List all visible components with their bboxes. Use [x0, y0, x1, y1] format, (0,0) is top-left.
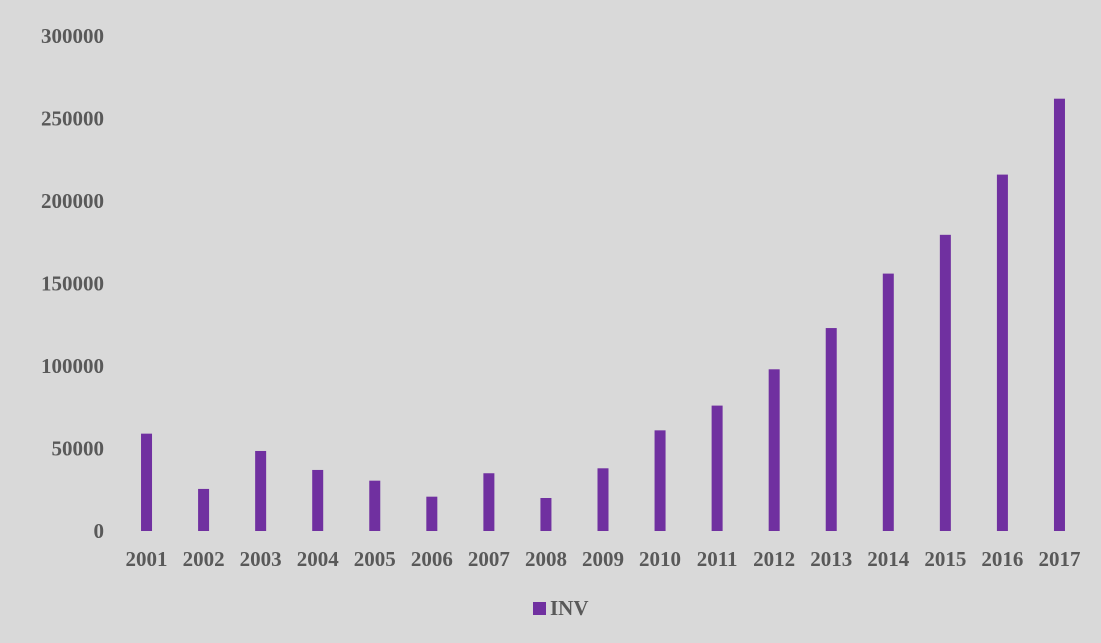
- x-tick-label: 2001: [126, 547, 168, 571]
- bar-2002: [198, 488, 210, 531]
- bar-2010: [654, 430, 666, 531]
- bar-2016: [996, 174, 1008, 531]
- bar-2011: [711, 405, 723, 531]
- x-tick-label: 2002: [183, 547, 225, 571]
- y-axis-ticks: 0 50000 100000 150000 200000 250000 300000: [41, 24, 104, 543]
- x-tick-label: 2012: [753, 547, 795, 571]
- x-tick-label: 2006: [411, 547, 453, 571]
- bar-2001: [141, 433, 153, 531]
- bar-2003: [255, 450, 267, 531]
- y-tick-label: 300000: [41, 24, 104, 48]
- x-tick-label: 2007: [468, 547, 510, 571]
- bar-2007: [483, 473, 495, 531]
- y-tick-label: 200000: [41, 189, 104, 213]
- x-tick-label: 2008: [525, 547, 567, 571]
- bar-2008: [540, 498, 552, 531]
- legend: INV: [533, 596, 589, 620]
- bar-2006: [426, 496, 438, 531]
- bar-2015: [939, 234, 951, 531]
- y-tick-label: 250000: [41, 107, 104, 131]
- x-tick-label: 2011: [697, 547, 738, 571]
- y-tick-label: 50000: [52, 437, 105, 461]
- bar-2014: [882, 273, 894, 531]
- y-tick-label: 100000: [41, 354, 104, 378]
- x-tick-label: 2004: [297, 547, 340, 571]
- bar-2009: [597, 468, 609, 531]
- legend-swatch: [533, 602, 546, 615]
- bars: [141, 98, 1065, 531]
- bar-2005: [369, 480, 381, 531]
- x-tick-label: 2016: [981, 547, 1023, 571]
- x-axis-ticks: 2001 2002 2003 2004 2005 2006 2007 2008 2009 2010…: [126, 547, 1081, 571]
- x-tick-label: 2005: [354, 547, 396, 571]
- legend-label-inv: INV: [550, 596, 589, 620]
- x-tick-label: 2017: [1038, 547, 1080, 571]
- x-tick-label: 2014: [867, 547, 910, 571]
- x-tick-label: 2003: [240, 547, 282, 571]
- x-tick-label: 2015: [924, 547, 966, 571]
- x-tick-label: 2009: [582, 547, 624, 571]
- x-tick-label: 2010: [639, 547, 681, 571]
- bar-2012: [768, 369, 780, 531]
- bar-2013: [825, 328, 837, 531]
- x-tick-label: 2013: [810, 547, 852, 571]
- bar-2004: [312, 469, 324, 531]
- y-tick-label: 0: [94, 519, 105, 543]
- bar-2017: [1053, 98, 1065, 531]
- y-tick-label: 150000: [41, 272, 104, 296]
